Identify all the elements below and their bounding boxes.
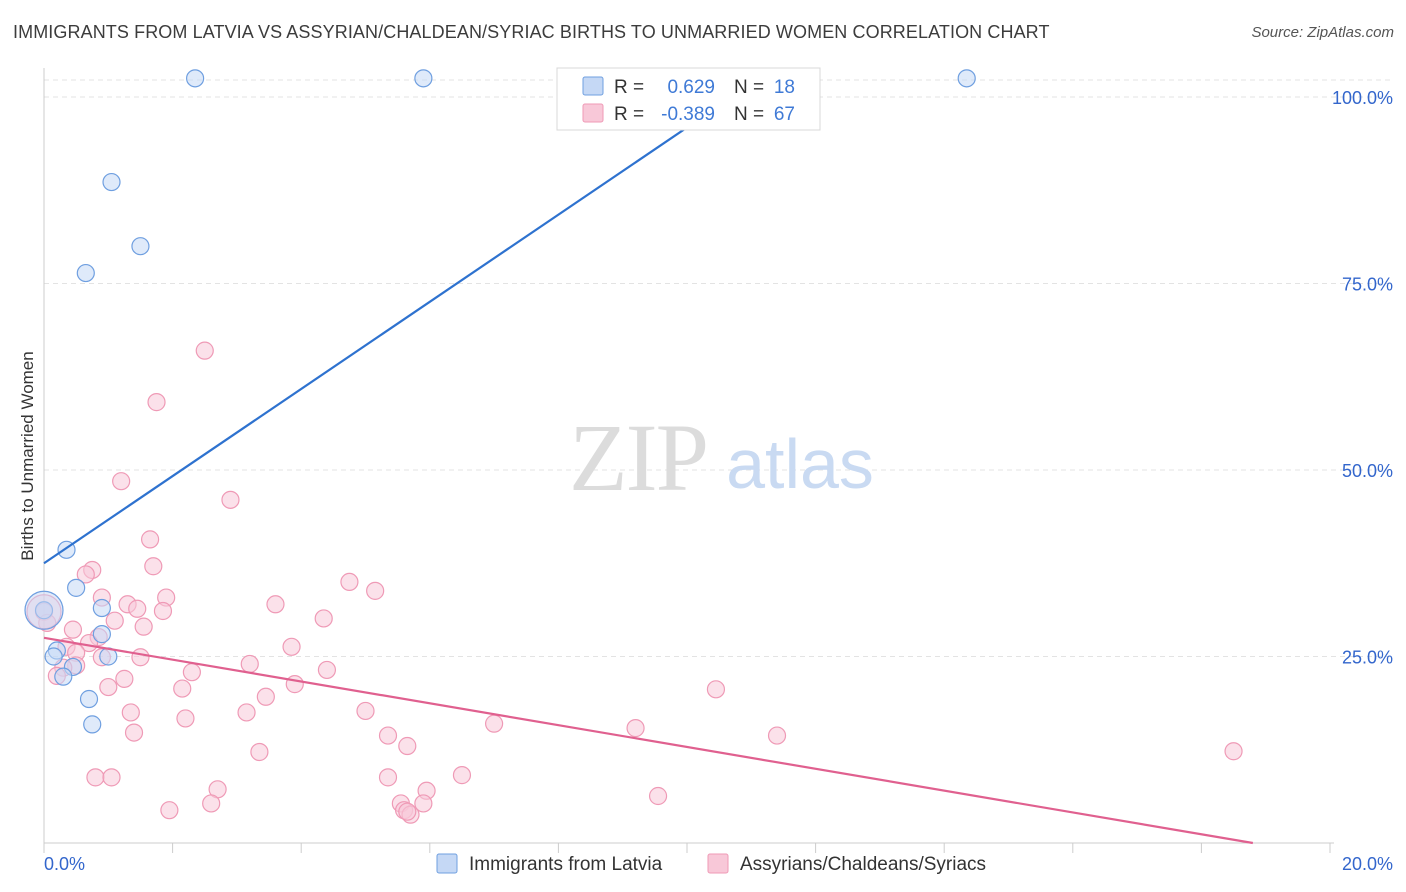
point-assyrians-31 xyxy=(240,654,259,674)
point-latvia-3 xyxy=(102,172,121,192)
point-assyrians-56 xyxy=(378,768,398,787)
y-tick-label-3: 100.0% xyxy=(1332,88,1393,108)
series-legend: Immigrants from Latvia Assyrians/Chaldea… xyxy=(436,853,986,875)
bottom-legend-swatch-assyrians xyxy=(707,853,729,874)
point-assyrians-8 xyxy=(340,572,359,592)
point-assyrians-47 xyxy=(124,723,144,742)
legend-n-value-assyrians: 67 xyxy=(774,104,795,125)
point-assyrians-44 xyxy=(176,709,195,728)
point-assyrians-49 xyxy=(767,726,787,745)
legend-r-value-latvia: 0.629 xyxy=(667,77,715,98)
point-assyrians-2 xyxy=(112,472,131,491)
legend-n-value-latvia: 18 xyxy=(774,77,795,98)
point-assyrians-25 xyxy=(282,637,301,656)
tick-labels: 25.0% 50.0% 75.0% 100.0% 0.0% 20.0% xyxy=(44,88,1393,874)
point-assyrians-45 xyxy=(485,714,504,733)
y-tick-label-0: 25.0% xyxy=(1342,648,1393,668)
series-latvia-points xyxy=(24,69,976,734)
legend-r-label: R = xyxy=(614,77,644,98)
point-latvia-8 xyxy=(92,598,111,618)
point-assyrians-36 xyxy=(285,675,304,694)
trend-line-latvia xyxy=(43,96,733,565)
point-assyrians-35 xyxy=(115,669,134,688)
point-assyrians-42 xyxy=(121,703,140,722)
point-assyrians-40 xyxy=(256,687,275,706)
point-assyrians-18 xyxy=(105,611,124,630)
point-assyrians-51 xyxy=(250,742,269,762)
point-assyrians-15 xyxy=(153,601,173,621)
source-label: Source: ZipAtlas.com xyxy=(1251,24,1394,41)
trend-line-assyrians xyxy=(43,636,1254,845)
y-tick-label-1: 50.0% xyxy=(1342,461,1393,481)
point-assyrians-4 xyxy=(140,530,160,549)
x-tick-label-1: 20.0% xyxy=(1342,854,1393,874)
point-assyrians-53 xyxy=(452,766,472,785)
point-latvia-16 xyxy=(79,689,99,709)
point-assyrians-9 xyxy=(366,581,385,600)
point-latvia-15 xyxy=(54,667,73,686)
point-latvia-10 xyxy=(92,625,111,644)
point-assyrians-20 xyxy=(134,617,153,636)
point-assyrians-46 xyxy=(626,719,645,738)
legend-n-label-2: N = xyxy=(734,104,764,125)
point-assyrians-39 xyxy=(706,680,726,699)
point-assyrians-37 xyxy=(99,677,118,697)
legend-r-label-2: R = xyxy=(614,104,644,125)
point-latvia-0 xyxy=(186,69,205,88)
point-assyrians-41 xyxy=(356,701,375,721)
bottom-legend-swatch-latvia xyxy=(436,853,458,874)
point-assyrians-7 xyxy=(76,565,95,584)
point-latvia-2 xyxy=(957,69,976,88)
point-assyrians-43 xyxy=(237,703,256,722)
point-assyrians-32 xyxy=(317,660,337,680)
x-tick-label-0: 0.0% xyxy=(44,854,85,874)
y-axis-title: Births to Unmarried Women xyxy=(18,351,37,560)
point-latvia-4 xyxy=(131,237,150,256)
chart-title: IMMIGRANTS FROM LATVIA VS ASSYRIAN/CHALD… xyxy=(13,22,1050,42)
point-latvia-17 xyxy=(83,715,102,734)
point-assyrians-33 xyxy=(182,663,201,682)
watermark: ZIP atlas xyxy=(569,404,874,511)
point-assyrians-50 xyxy=(398,736,417,756)
point-assyrians-1 xyxy=(147,393,166,412)
point-assyrians-66 xyxy=(398,802,417,821)
point-assyrians-59 xyxy=(648,786,668,806)
point-latvia-1 xyxy=(414,69,433,88)
point-assyrians-5 xyxy=(144,557,163,576)
point-assyrians-60 xyxy=(202,794,221,813)
legend-swatch-assyrians xyxy=(582,103,604,123)
point-latvia-7 xyxy=(67,578,86,597)
point-assyrians-27 xyxy=(131,648,150,667)
axes xyxy=(43,68,1334,853)
gridlines xyxy=(44,79,1390,657)
point-assyrians-13 xyxy=(266,595,285,614)
watermark-zip: ZIP xyxy=(569,404,707,511)
trend-lines xyxy=(43,96,1254,845)
y-tick-label-2: 75.0% xyxy=(1342,275,1393,295)
point-assyrians-55 xyxy=(102,768,121,787)
bottom-legend-label-assyrians: Assyrians/Chaldeans/Syriacs xyxy=(740,854,986,875)
point-latvia-12 xyxy=(44,647,63,666)
point-assyrians-48 xyxy=(378,726,398,745)
legend-r-value-assyrians: -0.389 xyxy=(661,104,715,125)
bottom-legend-label-latvia: Immigrants from Latvia xyxy=(469,854,663,875)
point-assyrians-63 xyxy=(160,801,179,820)
point-assyrians-0 xyxy=(195,341,214,360)
point-assyrians-14 xyxy=(128,599,147,618)
watermark-atlas: atlas xyxy=(726,425,874,503)
point-latvia-5 xyxy=(76,263,95,283)
point-assyrians-61 xyxy=(414,794,433,813)
point-assyrians-38 xyxy=(173,679,192,698)
stats-legend: R = 0.629 N = 18 R = -0.389 N = 67 xyxy=(556,67,821,131)
point-assyrians-17 xyxy=(314,609,333,628)
point-assyrians-3 xyxy=(221,490,240,509)
point-assyrians-52 xyxy=(1224,742,1243,761)
point-assyrians-21 xyxy=(63,620,83,639)
point-latvia-cluster xyxy=(24,590,64,630)
legend-n-label: N = xyxy=(734,77,764,98)
legend-swatch-latvia xyxy=(582,76,604,96)
point-assyrians-54 xyxy=(86,768,105,787)
